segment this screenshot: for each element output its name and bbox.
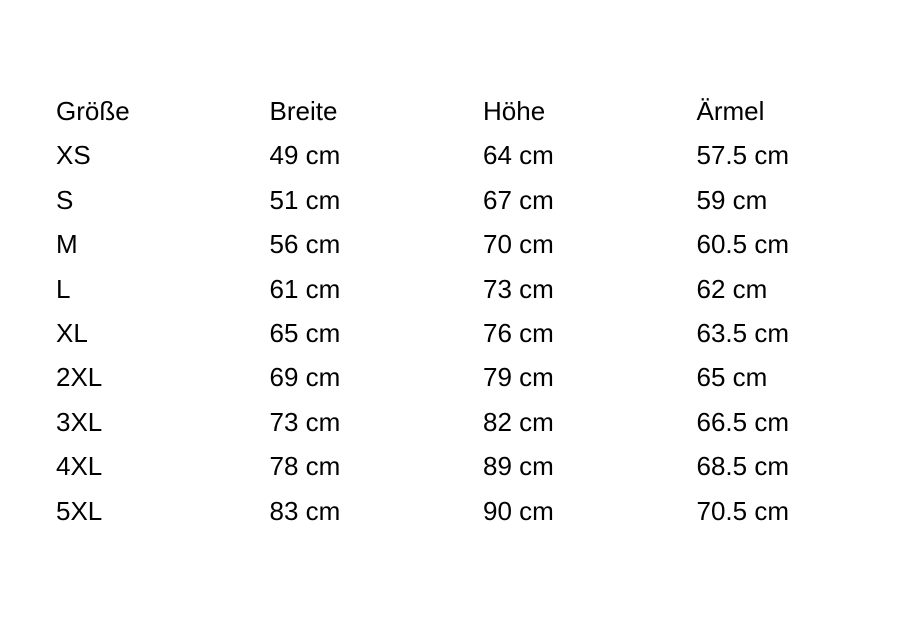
header-height: Höhe	[483, 96, 546, 126]
cell-height: 89 cm	[483, 451, 554, 482]
cell-width: 49 cm	[269, 140, 341, 171]
table-row: XL 65 cm 76 cm 63.5 cm	[56, 311, 910, 355]
cell-width: 61 cm	[269, 273, 341, 304]
table-row: XS 49 cm 64 cm 57.5 cm	[56, 133, 910, 177]
cell-size: 4XL	[56, 451, 103, 482]
cell-width: 56 cm	[269, 229, 341, 260]
cell-sleeve: 57.5 cm	[696, 140, 790, 171]
cell-width: 83 cm	[269, 495, 341, 526]
table-row: S 51 cm 67 cm 59 cm	[56, 178, 910, 222]
cell-size: L	[56, 273, 71, 304]
cell-height: 82 cm	[483, 406, 554, 437]
cell-sleeve: 65 cm	[696, 362, 768, 393]
cell-height: 79 cm	[483, 362, 554, 393]
size-chart-table: Größe Breite Höhe Ärmel XS 49 cm 64 cm 57.5 cm S…	[56, 89, 910, 533]
table-row: M 56 cm 70 cm 60.5 cm	[56, 222, 910, 266]
cell-height: 90 cm	[483, 495, 554, 526]
header-size: Größe	[56, 96, 130, 126]
cell-height: 64 cm	[483, 140, 554, 171]
cell-size: XL	[56, 318, 88, 349]
cell-width: 69 cm	[269, 362, 341, 393]
table-row: 2XL 69 cm 79 cm 65 cm	[56, 355, 910, 399]
cell-size: 2XL	[56, 362, 103, 393]
cell-sleeve: 68.5 cm	[696, 451, 790, 482]
header-sleeve: Ärmel	[696, 96, 765, 126]
cell-size: S	[56, 184, 74, 215]
header-row: Größe Breite Höhe Ärmel	[56, 89, 910, 133]
table-row: 4XL 78 cm 89 cm 68.5 cm	[56, 444, 910, 488]
table-row: 3XL 73 cm 82 cm 66.5 cm	[56, 400, 910, 444]
table-row: 5XL 83 cm 90 cm 70.5 cm	[56, 489, 910, 533]
cell-size: 5XL	[56, 495, 103, 526]
cell-size: XS	[56, 140, 91, 171]
cell-width: 65 cm	[269, 318, 341, 349]
cell-sleeve: 60.5 cm	[696, 229, 790, 260]
cell-height: 70 cm	[483, 229, 554, 260]
cell-width: 78 cm	[269, 451, 341, 482]
cell-sleeve: 62 cm	[696, 273, 768, 304]
cell-sleeve: 63.5 cm	[696, 318, 790, 349]
cell-width: 51 cm	[269, 184, 341, 215]
cell-height: 73 cm	[483, 273, 554, 304]
cell-size: M	[56, 229, 78, 260]
cell-width: 73 cm	[269, 406, 341, 437]
cell-sleeve: 70.5 cm	[696, 495, 790, 526]
cell-height: 67 cm	[483, 184, 554, 215]
table-row: L 61 cm 73 cm 62 cm	[56, 267, 910, 311]
cell-sleeve: 59 cm	[696, 184, 768, 215]
cell-sleeve: 66.5 cm	[696, 406, 790, 437]
cell-height: 76 cm	[483, 318, 554, 349]
cell-size: 3XL	[56, 406, 103, 437]
header-width: Breite	[269, 96, 338, 126]
